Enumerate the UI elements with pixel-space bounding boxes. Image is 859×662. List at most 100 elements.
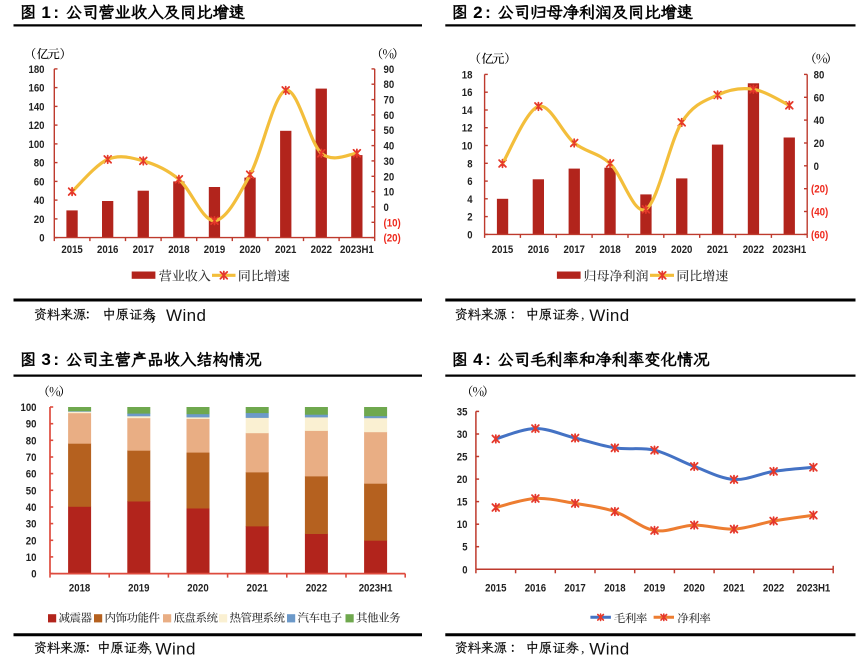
svg-text:10: 10	[384, 187, 395, 199]
svg-text:20: 20	[814, 138, 825, 150]
svg-text:18: 18	[462, 69, 473, 81]
svg-text:70: 70	[384, 95, 395, 107]
svg-text:60: 60	[26, 469, 37, 481]
svg-text:3: 3	[41, 350, 50, 369]
svg-text:2018: 2018	[168, 244, 189, 256]
svg-text:2018: 2018	[604, 582, 625, 594]
svg-text:30: 30	[457, 429, 468, 441]
svg-text:80: 80	[384, 79, 395, 91]
svg-text:Wind: Wind	[589, 639, 629, 657]
svg-text:80: 80	[814, 69, 825, 81]
svg-text:10: 10	[457, 519, 468, 531]
svg-text:140: 140	[29, 101, 45, 113]
svg-text:35: 35	[457, 406, 468, 418]
svg-text:2022: 2022	[306, 582, 327, 594]
svg-text:(20): (20)	[811, 184, 829, 196]
svg-text:0: 0	[39, 233, 44, 245]
svg-text:2017: 2017	[133, 244, 154, 256]
svg-text:2023H1: 2023H1	[359, 582, 393, 594]
svg-text:14: 14	[462, 105, 473, 117]
svg-text:4: 4	[473, 350, 483, 369]
svg-text:60: 60	[814, 92, 825, 104]
svg-text:10: 10	[462, 141, 473, 153]
svg-text:2023H1: 2023H1	[797, 582, 831, 594]
svg-text:(60): (60)	[811, 229, 829, 241]
svg-text:20: 20	[384, 171, 395, 183]
svg-text:0: 0	[384, 202, 389, 214]
svg-text:2016: 2016	[528, 244, 549, 256]
svg-text:2015: 2015	[61, 244, 82, 256]
svg-text:0: 0	[462, 564, 467, 576]
svg-text:70: 70	[26, 452, 37, 464]
svg-text:2022: 2022	[311, 244, 332, 256]
svg-text:90: 90	[384, 64, 395, 76]
svg-text:0: 0	[31, 569, 36, 581]
svg-text:160: 160	[29, 83, 45, 95]
svg-text:,: ,	[149, 641, 153, 656]
svg-text:80: 80	[26, 435, 37, 447]
svg-text:16: 16	[462, 87, 473, 99]
svg-text:2016: 2016	[97, 244, 118, 256]
svg-text:1: 1	[41, 3, 50, 22]
svg-text:2018: 2018	[69, 582, 90, 594]
svg-text:2022: 2022	[743, 244, 764, 256]
svg-text:2019: 2019	[635, 244, 656, 256]
svg-text:40: 40	[26, 502, 37, 514]
svg-text:12: 12	[462, 123, 473, 135]
svg-text:(20): (20)	[384, 233, 402, 245]
svg-text:40: 40	[384, 141, 395, 153]
svg-text:80: 80	[34, 158, 45, 170]
svg-text:100: 100	[29, 139, 45, 151]
svg-text::: :	[53, 3, 59, 22]
svg-text:120: 120	[29, 120, 45, 132]
svg-text:2020: 2020	[187, 582, 208, 594]
svg-text:2015: 2015	[485, 582, 506, 594]
svg-text::: :	[485, 3, 491, 22]
svg-text:2023H1: 2023H1	[772, 244, 806, 256]
svg-text:2020: 2020	[239, 244, 260, 256]
svg-text:100: 100	[21, 402, 37, 414]
svg-text:2021: 2021	[723, 582, 744, 594]
svg-text:Wind: Wind	[589, 306, 629, 325]
svg-text:2019: 2019	[644, 582, 665, 594]
svg-text:40: 40	[34, 195, 45, 207]
svg-text:,: ,	[581, 641, 585, 656]
svg-text:2: 2	[473, 3, 482, 22]
svg-text:2016: 2016	[525, 582, 546, 594]
svg-text:20: 20	[34, 214, 45, 226]
svg-text:2023H1: 2023H1	[340, 244, 374, 256]
svg-text::: :	[485, 350, 491, 369]
svg-text::: :	[53, 350, 59, 369]
svg-text:20: 20	[457, 474, 468, 486]
svg-text:5: 5	[462, 542, 467, 554]
svg-text:(40): (40)	[811, 207, 829, 219]
svg-text:60: 60	[34, 176, 45, 188]
svg-text:2020: 2020	[671, 244, 692, 256]
svg-text:2: 2	[467, 212, 472, 224]
svg-text:50: 50	[26, 485, 37, 497]
svg-text:25: 25	[457, 452, 468, 464]
svg-text:2017: 2017	[564, 582, 585, 594]
svg-text:2018: 2018	[599, 244, 620, 256]
svg-text:2020: 2020	[684, 582, 705, 594]
svg-text:30: 30	[384, 156, 395, 168]
svg-text:180: 180	[29, 64, 45, 76]
svg-text:6: 6	[467, 176, 472, 188]
svg-text:2019: 2019	[204, 244, 225, 256]
svg-text:30: 30	[26, 519, 37, 531]
svg-text:0: 0	[814, 161, 819, 173]
svg-text:2017: 2017	[564, 244, 585, 256]
svg-text:0: 0	[467, 229, 472, 241]
svg-text:40: 40	[814, 115, 825, 127]
svg-text:10: 10	[26, 552, 37, 564]
svg-text:50: 50	[384, 125, 395, 137]
svg-text:2021: 2021	[247, 582, 268, 594]
svg-text:(10): (10)	[384, 217, 402, 229]
svg-text:Wind: Wind	[156, 639, 196, 657]
svg-text:,: ,	[581, 308, 585, 323]
svg-text:8: 8	[467, 158, 472, 170]
svg-text:4: 4	[467, 194, 473, 206]
svg-text:Wind: Wind	[166, 306, 206, 325]
svg-text:2022: 2022	[763, 582, 784, 594]
svg-text:2021: 2021	[707, 244, 728, 256]
